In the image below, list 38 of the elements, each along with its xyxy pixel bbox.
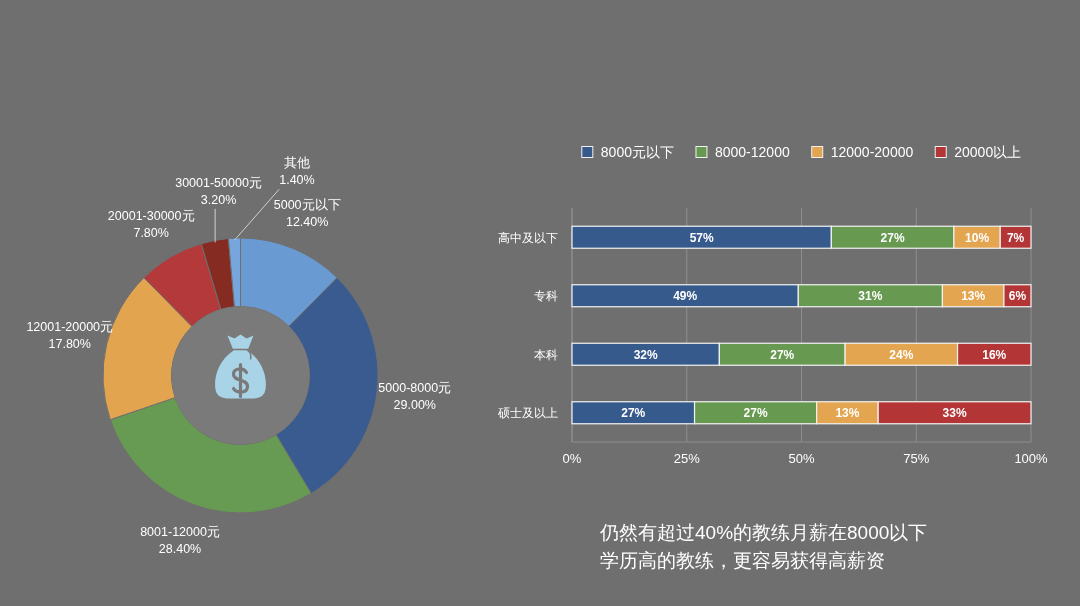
data-label: 49% bbox=[673, 289, 698, 304]
data-label: 27% bbox=[770, 347, 795, 362]
legend-label: 20000以上 bbox=[954, 144, 1022, 160]
data-label: 13% bbox=[835, 406, 860, 421]
data-label: 20001-30000元 7.80% bbox=[107, 208, 195, 240]
data-label: 13% bbox=[961, 289, 986, 304]
data-label: 5000-8000元 29.00% bbox=[378, 380, 452, 412]
data-label: 30001-50000元 3.20% bbox=[175, 175, 262, 207]
annotation: 学历高的教练，更容易获得高薪资 bbox=[600, 550, 885, 571]
data-label: 27% bbox=[880, 230, 905, 245]
y-tick-label: 专科 bbox=[534, 289, 558, 304]
data-label: 10% bbox=[965, 230, 990, 245]
x-tick-label: 100% bbox=[1014, 451, 1049, 466]
data-label: 8001-12000元 28.40% bbox=[140, 524, 220, 556]
x-tick-label: 25% bbox=[673, 451, 701, 466]
x-tick-label: 0% bbox=[562, 451, 582, 466]
y-tick-label: 本科 bbox=[534, 347, 558, 362]
data-label: 其他 1.40% bbox=[279, 156, 315, 188]
data-label: 24% bbox=[889, 347, 914, 362]
data-label: 27% bbox=[743, 406, 768, 421]
x-tick-label: 50% bbox=[788, 451, 815, 466]
data-label: 16% bbox=[982, 347, 1007, 362]
x-tick-label: 75% bbox=[903, 451, 930, 466]
data-label: 27% bbox=[621, 406, 646, 421]
legend-label: 12000-20000 bbox=[830, 144, 914, 160]
legend-label: 8000-12000 bbox=[714, 144, 790, 160]
y-tick-label: 高中及以下 bbox=[498, 230, 558, 245]
legend-label: 8000元以下 bbox=[600, 144, 674, 160]
data-label: 12001-20000元 17.80% bbox=[26, 319, 114, 351]
data-label: 6% bbox=[1008, 289, 1027, 304]
data-label: 33% bbox=[942, 406, 967, 421]
data-label: 32% bbox=[633, 347, 658, 362]
data-label: 31% bbox=[858, 289, 883, 304]
annotation: 仍然有超过40%的教练月薪在8000以下 bbox=[600, 522, 928, 543]
data-label: 5000元以下 12.40% bbox=[273, 197, 341, 229]
y-tick-label: 硕士及以上 bbox=[497, 406, 558, 421]
data-label: 7% bbox=[1006, 230, 1025, 245]
data-label: 57% bbox=[689, 230, 714, 245]
